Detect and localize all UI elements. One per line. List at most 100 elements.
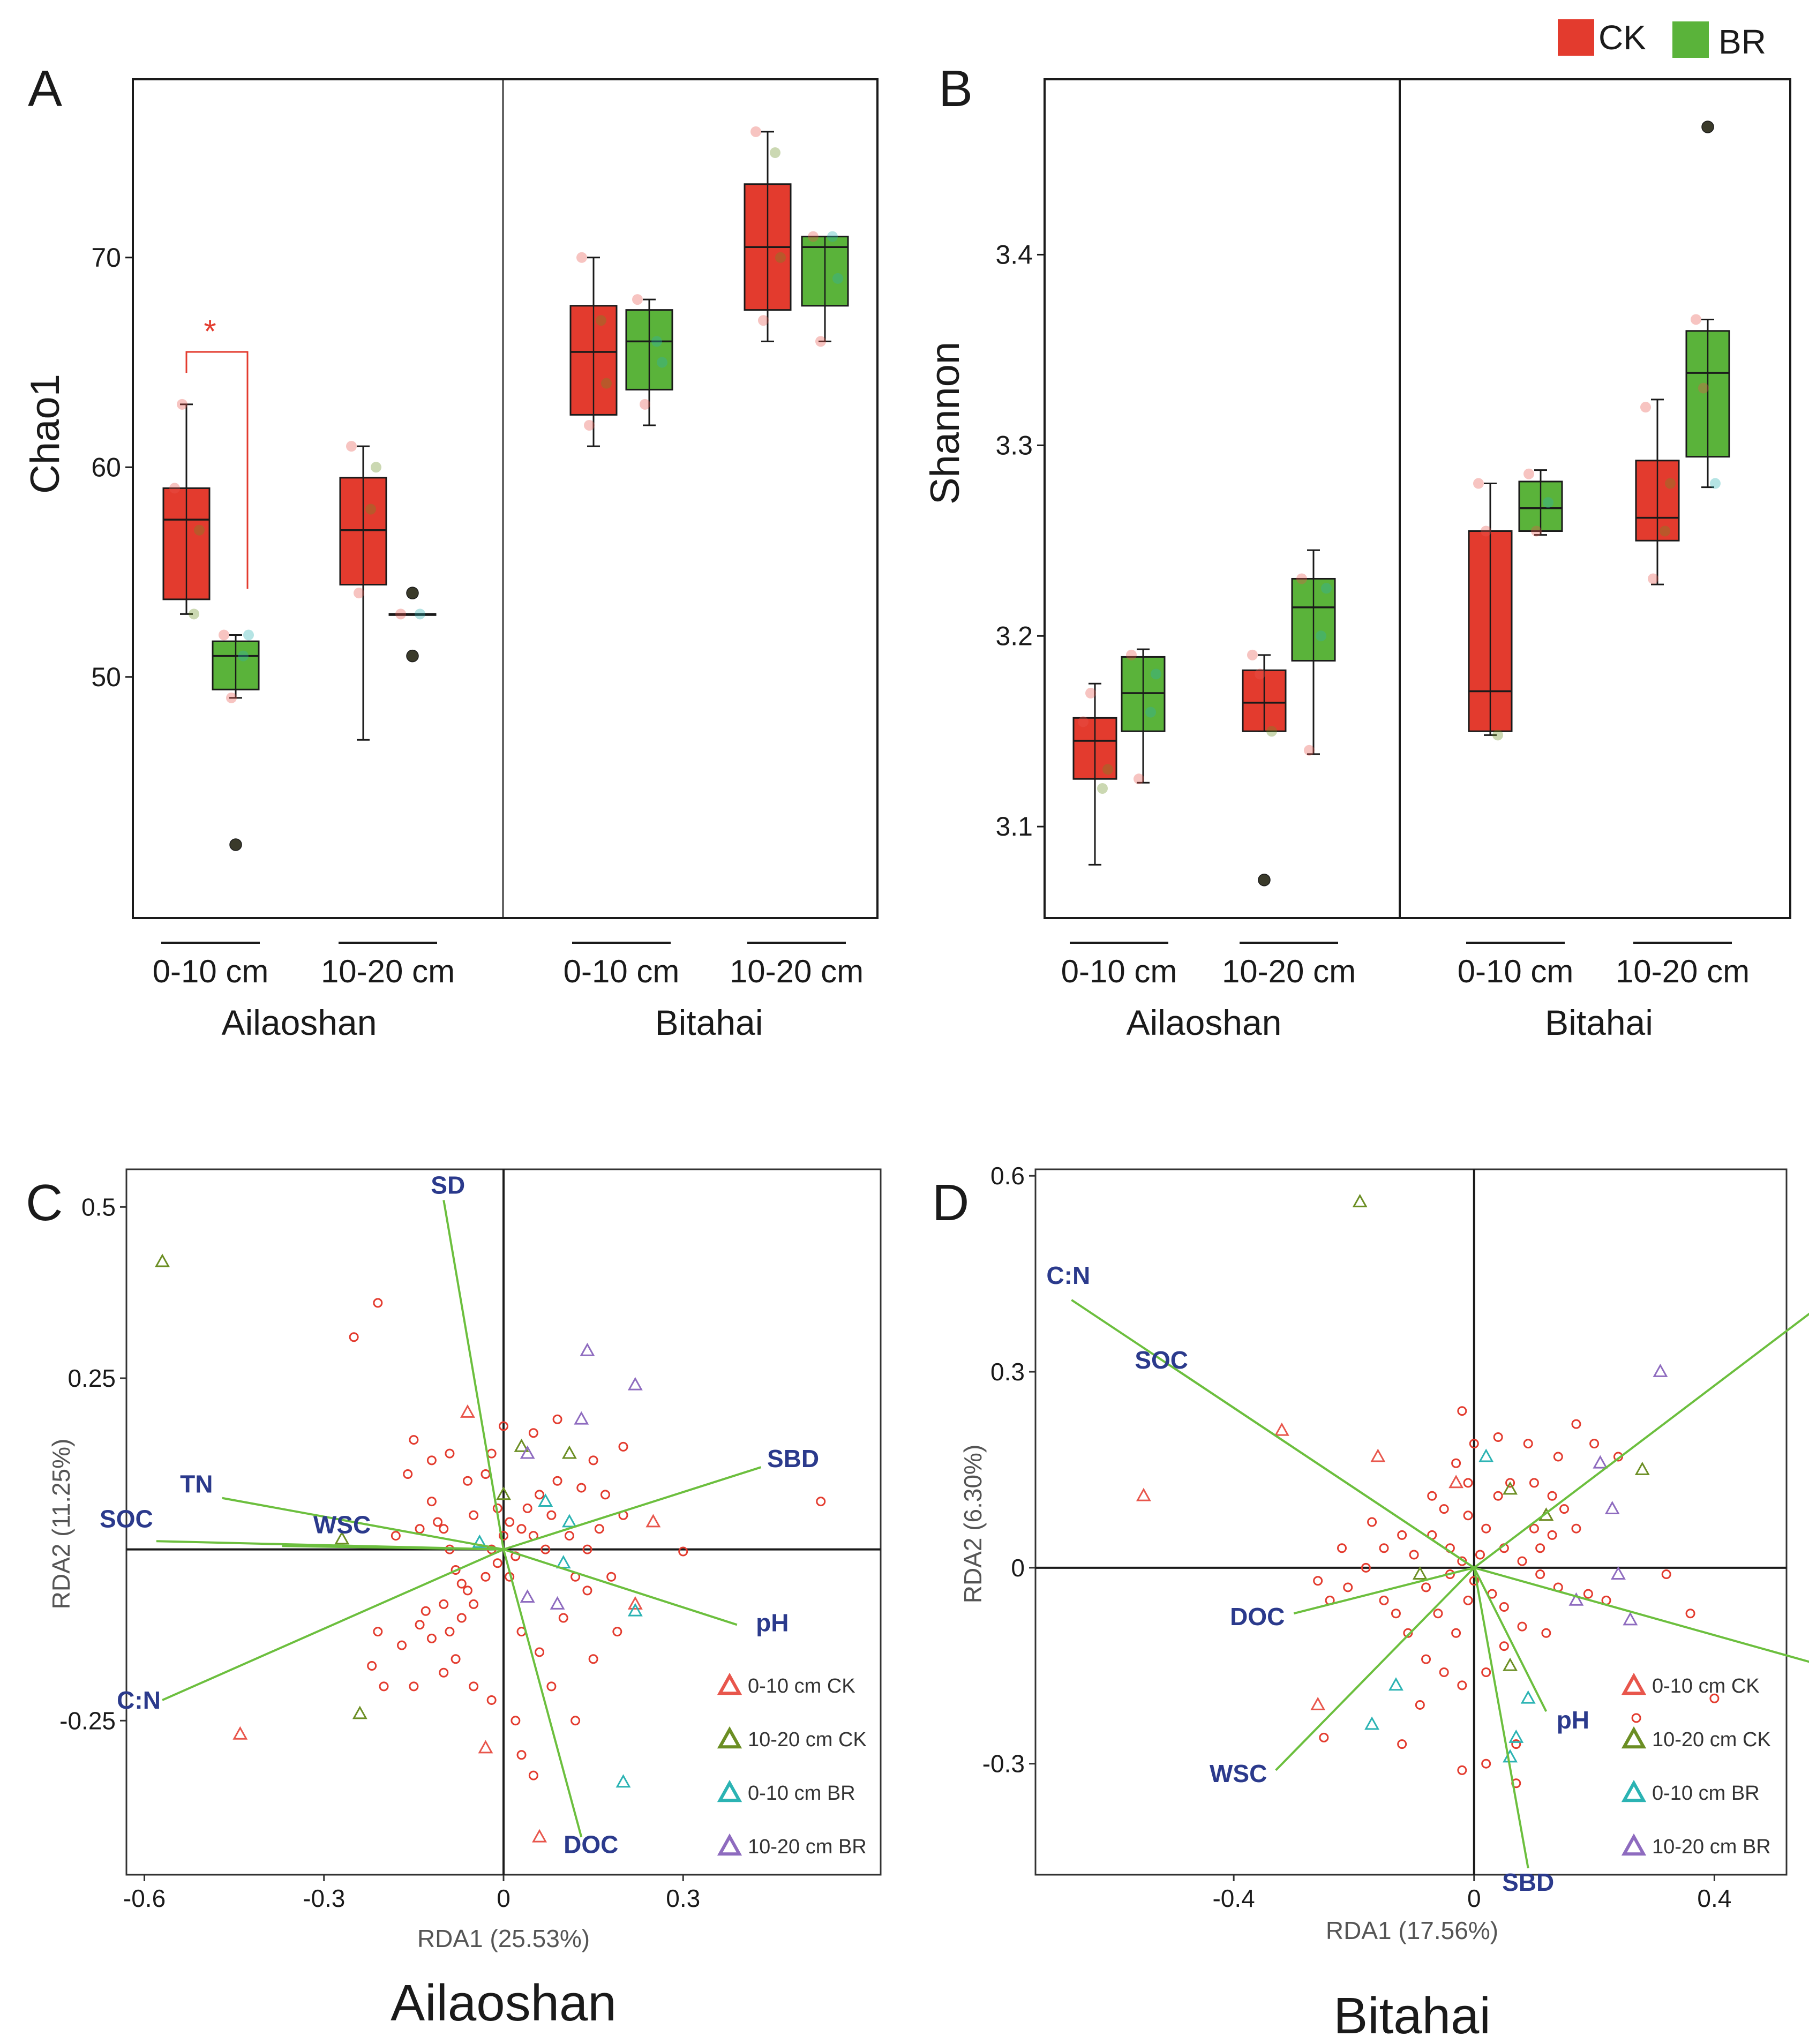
group-marker-10-20-cm-ck bbox=[1503, 1481, 1518, 1495]
sample-point bbox=[546, 1510, 557, 1520]
box-ailaoshan-10-20-cm-ck bbox=[1242, 649, 1287, 886]
sample-point bbox=[546, 1681, 557, 1692]
jitter-point bbox=[194, 524, 205, 536]
vector-label-sbd: SBD bbox=[767, 1445, 819, 1472]
significance-bracket bbox=[185, 351, 249, 589]
x-tick-label: 0.4 bbox=[1697, 1884, 1731, 1912]
sample-point bbox=[1493, 1491, 1503, 1501]
panel-a-significance: * bbox=[185, 313, 249, 589]
group-marker-10-20-cm-br bbox=[580, 1342, 595, 1356]
sample-point bbox=[469, 1510, 479, 1520]
group-marker-0-10-cm-br bbox=[1508, 1729, 1524, 1743]
y-tick-label: 0.6 bbox=[990, 1162, 1025, 1190]
legend-label-br: BR bbox=[1718, 22, 1766, 61]
group-marker-10-20-cm-ck bbox=[1503, 1657, 1518, 1671]
panel-a-plot-frame bbox=[132, 78, 879, 919]
panel-b-y-axis-title: Shannon bbox=[922, 342, 968, 505]
group-marker-10-20-cm-br bbox=[1604, 1501, 1620, 1515]
sample-point bbox=[535, 1490, 545, 1500]
group-marker-0-10-cm-br bbox=[1388, 1677, 1403, 1691]
jitter-point bbox=[657, 357, 667, 368]
y-tick-label: 0 bbox=[1011, 1554, 1025, 1582]
jitter-point bbox=[1698, 382, 1709, 394]
top-legend: CK BR bbox=[1558, 18, 1766, 61]
jitter-point bbox=[1316, 630, 1326, 642]
sample-point bbox=[511, 1716, 521, 1726]
jitter-point bbox=[640, 399, 650, 410]
sample-point bbox=[1481, 1523, 1491, 1534]
sample-point bbox=[469, 1599, 479, 1609]
site-label: Bitahai bbox=[1545, 1003, 1653, 1042]
jitter-point bbox=[1473, 478, 1484, 489]
legend-marker-0-10-cm-ck bbox=[1621, 1672, 1647, 1695]
sample-point bbox=[528, 1770, 538, 1780]
jitter-point bbox=[1255, 668, 1265, 680]
group-marker-10-20-cm-ck bbox=[561, 1445, 577, 1459]
sample-point bbox=[1421, 1654, 1431, 1664]
group-marker-10-20-cm-ck bbox=[334, 1531, 350, 1545]
legend-marker-10-20-cm-ck bbox=[717, 1726, 742, 1749]
box-bitahai-10-20-cm-br bbox=[1685, 121, 1730, 489]
group-marker-10-20-cm-ck bbox=[1412, 1566, 1428, 1580]
x-tick-label: 0 bbox=[1467, 1884, 1481, 1912]
panel-a-chao1-boxplot: A Chao1 50 60 70 * 0-10 cm 10-20 cm Ailaosha… bbox=[22, 60, 879, 1042]
outlier-point bbox=[406, 649, 419, 663]
sample-point bbox=[421, 1606, 431, 1616]
panel-c-letter: C bbox=[26, 1174, 63, 1231]
panel-d-site-title: Bitahai bbox=[1333, 1987, 1491, 2044]
group-marker-0-10-cm-ck bbox=[460, 1404, 475, 1418]
vector-sd bbox=[1473, 1312, 1809, 1569]
sample-point bbox=[481, 1572, 491, 1582]
sample-point bbox=[1535, 1569, 1545, 1580]
vector-sbd bbox=[503, 1466, 762, 1551]
box-bitahai-10-20-cm-ck bbox=[1635, 399, 1680, 585]
sample-point bbox=[558, 1613, 568, 1623]
sample-point bbox=[1403, 1628, 1413, 1638]
jitter-point bbox=[596, 315, 606, 326]
vector-soc bbox=[156, 1540, 504, 1551]
sample-point bbox=[528, 1428, 538, 1438]
group-marker-0-10-cm-ck bbox=[1274, 1422, 1289, 1436]
sample-point bbox=[1361, 1562, 1371, 1573]
group-marker-10-20-cm-br bbox=[550, 1596, 565, 1610]
legend-swatch-ck bbox=[1558, 19, 1594, 56]
jitter-point bbox=[632, 294, 643, 305]
sample-point bbox=[1583, 1589, 1593, 1599]
legend-marker-0-10-cm-br bbox=[1621, 1779, 1647, 1802]
legend-label-10-20-cm-ck: 10-20 cm CK bbox=[1652, 1729, 1771, 1751]
vector-c-n bbox=[162, 1548, 504, 1701]
jitter-point bbox=[1266, 726, 1277, 737]
sample-point bbox=[1505, 1478, 1515, 1488]
sample-point bbox=[367, 1661, 377, 1671]
sample-point bbox=[1313, 1576, 1323, 1586]
sample-point bbox=[456, 1579, 467, 1589]
depth-label: 10-20 cm bbox=[1616, 953, 1750, 989]
jitter-point bbox=[1481, 525, 1491, 537]
legend-marker-10-20-cm-ck bbox=[1621, 1726, 1647, 1749]
sample-point bbox=[582, 1585, 592, 1596]
box-bitahai-0-10-cm-br bbox=[1518, 468, 1563, 537]
sample-point bbox=[492, 1558, 502, 1568]
sample-point bbox=[1547, 1530, 1557, 1540]
legend-marker-10-20-cm-br bbox=[717, 1833, 742, 1856]
sample-point bbox=[462, 1585, 472, 1596]
sample-point bbox=[1457, 1680, 1467, 1690]
vector-doc bbox=[502, 1549, 583, 1838]
vector-label-doc: DOC bbox=[564, 1831, 618, 1859]
box-ailaoshan-0-10-cm-br bbox=[1121, 648, 1166, 785]
sample-point bbox=[1427, 1491, 1437, 1501]
sample-point bbox=[426, 1497, 437, 1507]
y-tick-label: 50 bbox=[91, 662, 121, 692]
sample-point bbox=[541, 1544, 551, 1554]
depth-label: 0-10 cm bbox=[153, 953, 269, 989]
jitter-point bbox=[1665, 478, 1676, 489]
sample-point bbox=[535, 1647, 545, 1657]
sample-point bbox=[1475, 1550, 1485, 1560]
legend-label-0-10-cm-ck: 0-10 cm CK bbox=[1652, 1675, 1760, 1697]
jitter-point bbox=[651, 336, 662, 347]
jitter-point bbox=[243, 629, 254, 641]
depth-label: 0-10 cm bbox=[1061, 953, 1177, 989]
jitter-point bbox=[750, 126, 761, 137]
panel-d-letter: D bbox=[932, 1174, 969, 1231]
panel-c-rda-ailaoshan: C -0.6 -0.3 0 0.3 -0.25 0.25 0.5 SD SBD TN WSC SOC p… bbox=[26, 1168, 882, 2032]
